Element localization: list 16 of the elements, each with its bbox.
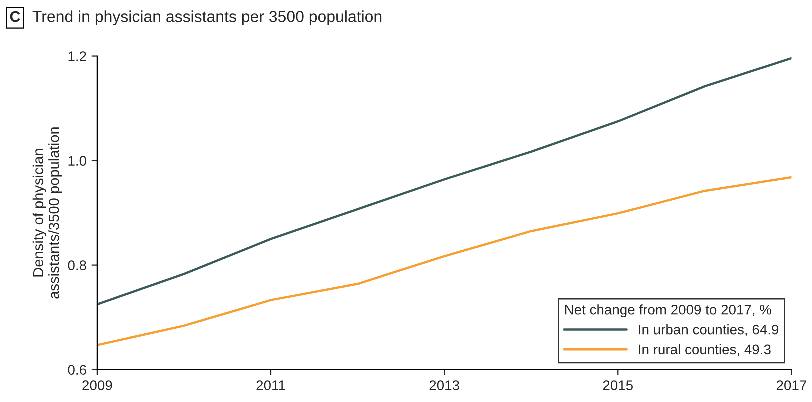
y-tick-label: 0.8 bbox=[68, 260, 86, 270]
x-tick-label: 2017 bbox=[776, 380, 806, 390]
chart-title: Trend in physician assistants per 3500 population bbox=[32, 10, 382, 26]
legend-label: In rural counties, 49.3 bbox=[639, 344, 771, 356]
y-tick-label: 0.6 bbox=[68, 365, 86, 376]
legend-label: In urban counties, 64.9 bbox=[639, 324, 779, 336]
x-tick-label: 2011 bbox=[256, 380, 286, 390]
y-tick-label: 1.2 bbox=[68, 52, 86, 62]
text: C bbox=[10, 11, 20, 22]
line-series bbox=[97, 57, 792, 306]
y-axis-title: Density of physician assistants/3500 population bbox=[32, 128, 62, 299]
x-tick-label: 2015 bbox=[603, 380, 634, 390]
x-tick-label: 2013 bbox=[430, 380, 460, 390]
y-tick-label: 1.0 bbox=[68, 156, 86, 166]
legend-title: Net change from 2009 to 2017, % bbox=[565, 304, 772, 318]
x-tick-label: 2009 bbox=[82, 380, 112, 390]
